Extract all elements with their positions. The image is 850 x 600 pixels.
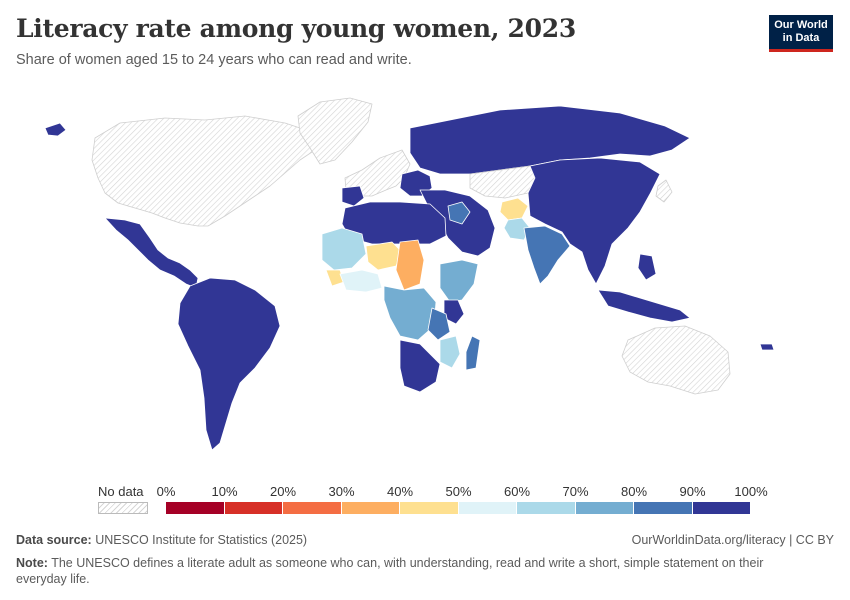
- region-japan[interactable]: [655, 179, 673, 203]
- legend-tick-label: 30%: [328, 484, 355, 499]
- region-southern-africa[interactable]: [399, 339, 441, 393]
- region-central-africa[interactable]: [383, 285, 437, 341]
- region-china-se-asia[interactable]: [527, 157, 661, 285]
- legend-tick-label: 20%: [269, 484, 297, 499]
- legend-tick-label: 90%: [679, 484, 706, 499]
- region-russia[interactable]: [409, 105, 691, 175]
- legend-tick-label: 40%: [386, 484, 414, 499]
- source-link[interactable]: OurWorldinData.org/literacy | CC BY: [631, 533, 834, 547]
- region-west-coast-africa[interactable]: [339, 269, 383, 293]
- legend-tick-label: 10%: [211, 484, 238, 499]
- legend-bin[interactable]: [283, 502, 342, 514]
- region-alaska[interactable]: [44, 122, 67, 137]
- legend-bin[interactable]: [341, 502, 400, 514]
- region-mexico-central-america[interactable]: [104, 217, 199, 289]
- legend-tick-label: 50%: [445, 484, 472, 499]
- region-south-america[interactable]: [177, 277, 281, 451]
- chart-subtitle: Share of women aged 15 to 24 years who c…: [16, 52, 412, 68]
- region-east-africa[interactable]: [439, 259, 479, 303]
- legend-no-data-swatch: [98, 502, 148, 514]
- legend-tick-label: 100%: [734, 484, 768, 499]
- legend-tick-label: 70%: [562, 484, 589, 499]
- region-pakistan[interactable]: [503, 217, 531, 241]
- footnote: Note: The UNESCO defines a literate adul…: [16, 555, 806, 587]
- region-west-sahel[interactable]: [321, 227, 367, 271]
- region-iraq[interactable]: [447, 201, 471, 225]
- legend-bin[interactable]: [575, 502, 634, 514]
- data-source: Data source: UNESCO Institute for Statis…: [16, 533, 307, 547]
- region-madagascar[interactable]: [465, 335, 481, 371]
- legend-no-data-label: No data: [98, 484, 144, 499]
- note-label: Note:: [16, 556, 48, 570]
- region-indonesia[interactable]: [597, 289, 691, 323]
- region-chad[interactable]: [395, 239, 425, 291]
- region-tanzania[interactable]: [427, 307, 451, 341]
- legend-tick-label: 80%: [620, 484, 648, 499]
- legend-bin[interactable]: [458, 502, 517, 514]
- logo-line-2: in Data: [782, 32, 820, 44]
- owid-logo[interactable]: Our World in Data: [769, 15, 833, 52]
- legend-tick-label: 60%: [503, 484, 531, 499]
- region-pacific[interactable]: [759, 343, 775, 351]
- region-afghanistan[interactable]: [499, 197, 529, 221]
- legend-bin[interactable]: [224, 502, 283, 514]
- note-text: The UNESCO defines a literate adult as s…: [16, 556, 764, 586]
- region-iberia[interactable]: [341, 185, 365, 207]
- source-text[interactable]: UNESCO Institute for Statistics (2025): [95, 533, 308, 547]
- logo-line-1: Our World: [774, 19, 828, 31]
- legend-bins: [166, 502, 751, 514]
- region-greenland[interactable]: [297, 97, 373, 165]
- region-north-america[interactable]: [91, 115, 319, 227]
- legend-bin[interactable]: [517, 502, 576, 514]
- legend-bin[interactable]: [400, 502, 459, 514]
- color-legend: No data 0% 10% 20% 30% 40% 50% 60% 70% 80% 90% 100…: [0, 480, 850, 520]
- chart-title: Literacy rate among young women, 2023: [16, 14, 576, 43]
- legend-bin[interactable]: [692, 502, 751, 514]
- legend-tick-label: 0%: [156, 484, 176, 499]
- region-mozambique[interactable]: [439, 335, 461, 369]
- world-map: [44, 97, 775, 451]
- legend-bin[interactable]: [634, 502, 693, 514]
- source-label: Data source:: [16, 533, 92, 547]
- region-australia[interactable]: [621, 325, 731, 395]
- region-india[interactable]: [523, 225, 571, 285]
- region-mali-niger[interactable]: [365, 241, 403, 271]
- region-philippines[interactable]: [637, 253, 657, 281]
- legend-bin[interactable]: [166, 502, 225, 514]
